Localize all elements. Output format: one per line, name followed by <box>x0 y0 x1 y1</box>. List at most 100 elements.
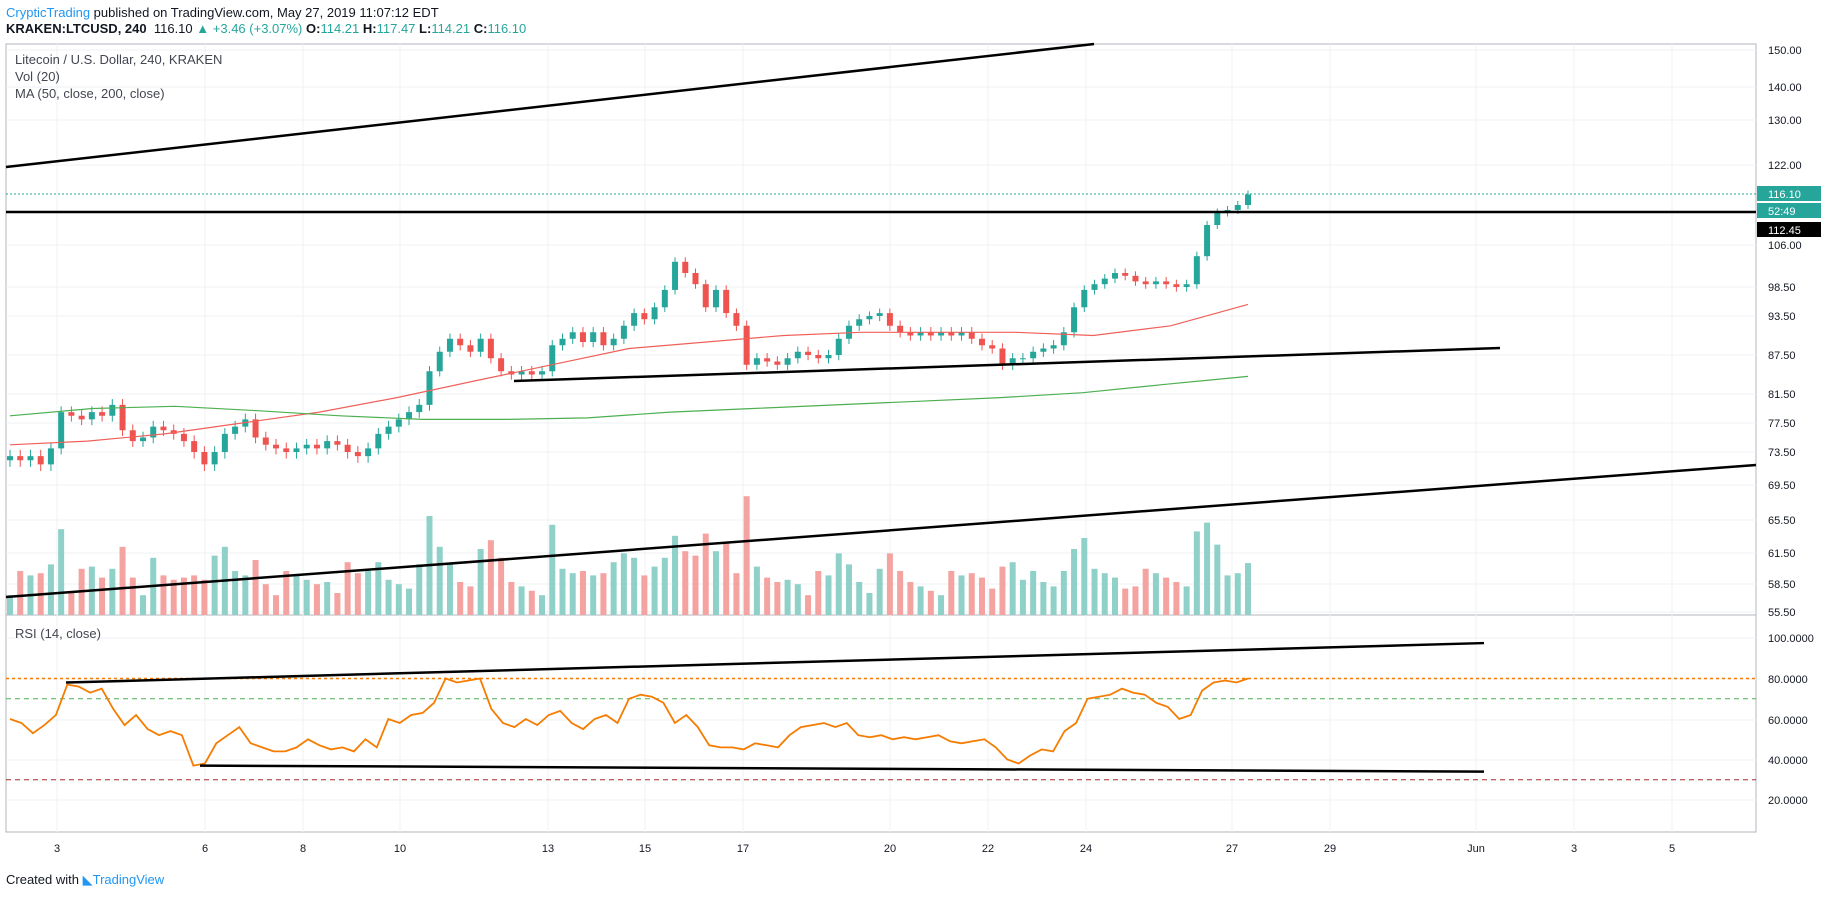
volume-bar <box>1173 582 1180 615</box>
candle-body <box>590 332 597 342</box>
volume-bar <box>7 595 13 615</box>
volume-bar <box>866 593 873 615</box>
candle-body <box>1234 205 1241 210</box>
candle-body <box>1030 351 1037 359</box>
price-tick-label: 69.50 <box>1768 480 1796 492</box>
price-tick-label: 65.50 <box>1768 515 1796 527</box>
volume-bar <box>283 571 290 615</box>
candle-body <box>1152 281 1159 285</box>
volume-bar <box>1071 549 1078 615</box>
volume-bar <box>1091 568 1098 615</box>
candle-body <box>477 338 484 352</box>
candle-body <box>1009 358 1016 365</box>
time-tick-label: 8 <box>300 843 306 855</box>
author-link[interactable]: CrypticTrading <box>6 5 91 20</box>
candle-body <box>1163 281 1170 285</box>
volume-bar <box>712 551 719 615</box>
volume-bar <box>109 568 116 615</box>
volume-bar <box>1224 575 1231 615</box>
candle-body <box>733 313 740 326</box>
volume-bar <box>477 549 484 615</box>
volume-bar <box>140 595 147 615</box>
candle-body <box>27 456 34 461</box>
last-price-tag <box>1757 186 1821 201</box>
volume-bar <box>917 586 924 615</box>
candle-body <box>487 338 494 359</box>
volume-bar <box>457 582 464 615</box>
last-price-tag-text: 116.10 <box>1768 189 1801 201</box>
volume-bar <box>805 595 812 615</box>
volume-bar <box>68 593 75 615</box>
volume-bar <box>845 564 852 615</box>
price-tick-label: 61.50 <box>1768 548 1796 560</box>
candle-body <box>682 261 689 273</box>
volume-bar <box>436 546 443 615</box>
candle-body <box>968 332 975 339</box>
price-tick-label: 150.00 <box>1768 45 1802 57</box>
volume-bar <box>129 577 136 615</box>
volume-bar <box>569 573 576 615</box>
volume-bar <box>682 551 689 615</box>
volume-bar <box>1214 544 1221 615</box>
candle-body <box>262 437 269 445</box>
close-label: C: <box>473 21 488 36</box>
candle-body <box>999 348 1006 365</box>
volume-bar <box>1234 573 1241 615</box>
volume-bar <box>672 535 679 615</box>
volume-bar <box>191 575 198 615</box>
candle-body <box>907 332 914 336</box>
candle-body <box>88 412 95 420</box>
volume-bar <box>354 573 361 615</box>
rsi-tick-label: 60.0000 <box>1768 715 1808 727</box>
candle-body <box>1101 278 1108 285</box>
volume-bar <box>938 595 945 615</box>
volume-bar <box>692 555 699 615</box>
volume-bar <box>876 568 883 615</box>
candle-body <box>989 345 996 349</box>
candle-body <box>1081 289 1088 308</box>
rsi-tick-label: 20.0000 <box>1768 795 1808 807</box>
candle-body <box>232 426 239 434</box>
candle-body <box>109 404 116 416</box>
level-tag <box>1757 222 1821 237</box>
candle-body <box>426 371 433 405</box>
candle-body <box>252 419 259 438</box>
candle-body <box>1050 345 1057 349</box>
volume-bar <box>1081 538 1088 615</box>
rsi-tick-label: 100.0000 <box>1768 633 1814 645</box>
volume-bar <box>375 562 382 615</box>
volume-bar <box>1122 588 1129 615</box>
volume-bar <box>978 577 985 615</box>
tradingview-link[interactable]: TradingView <box>92 872 165 887</box>
rsi-trend-line <box>199 764 1485 773</box>
candle-body <box>1071 307 1078 333</box>
volume-bar <box>160 575 167 615</box>
footer: Created with ◣TradingView <box>6 872 164 888</box>
candle-body <box>1111 273 1118 279</box>
volume-bar <box>1111 577 1118 615</box>
created-with-label: Created with <box>6 872 79 887</box>
candle-body <box>805 351 812 355</box>
candle-body <box>446 338 453 352</box>
time-tick-label: 6 <box>202 843 208 855</box>
up-triangle-icon: ▲ <box>196 21 210 36</box>
candle-body <box>37 456 44 465</box>
candle-body <box>672 261 679 290</box>
price-tick-label: 87.50 <box>1768 350 1796 362</box>
candle-body <box>375 433 382 449</box>
candle-body <box>313 444 320 449</box>
volume-bar <box>723 542 730 615</box>
candle-body <box>385 426 392 434</box>
volume-bar <box>334 593 341 615</box>
candle-body <box>7 456 13 461</box>
candle-body <box>702 284 709 308</box>
volume-bar <box>856 582 863 615</box>
volume-bar <box>559 568 566 615</box>
candle-body <box>129 430 136 442</box>
candle-body <box>764 358 771 362</box>
published-text: published on TradingView.com, May 27, 20… <box>93 5 439 20</box>
volume-bar <box>303 579 310 615</box>
candle-body <box>283 448 290 452</box>
volume-bar <box>886 553 893 615</box>
